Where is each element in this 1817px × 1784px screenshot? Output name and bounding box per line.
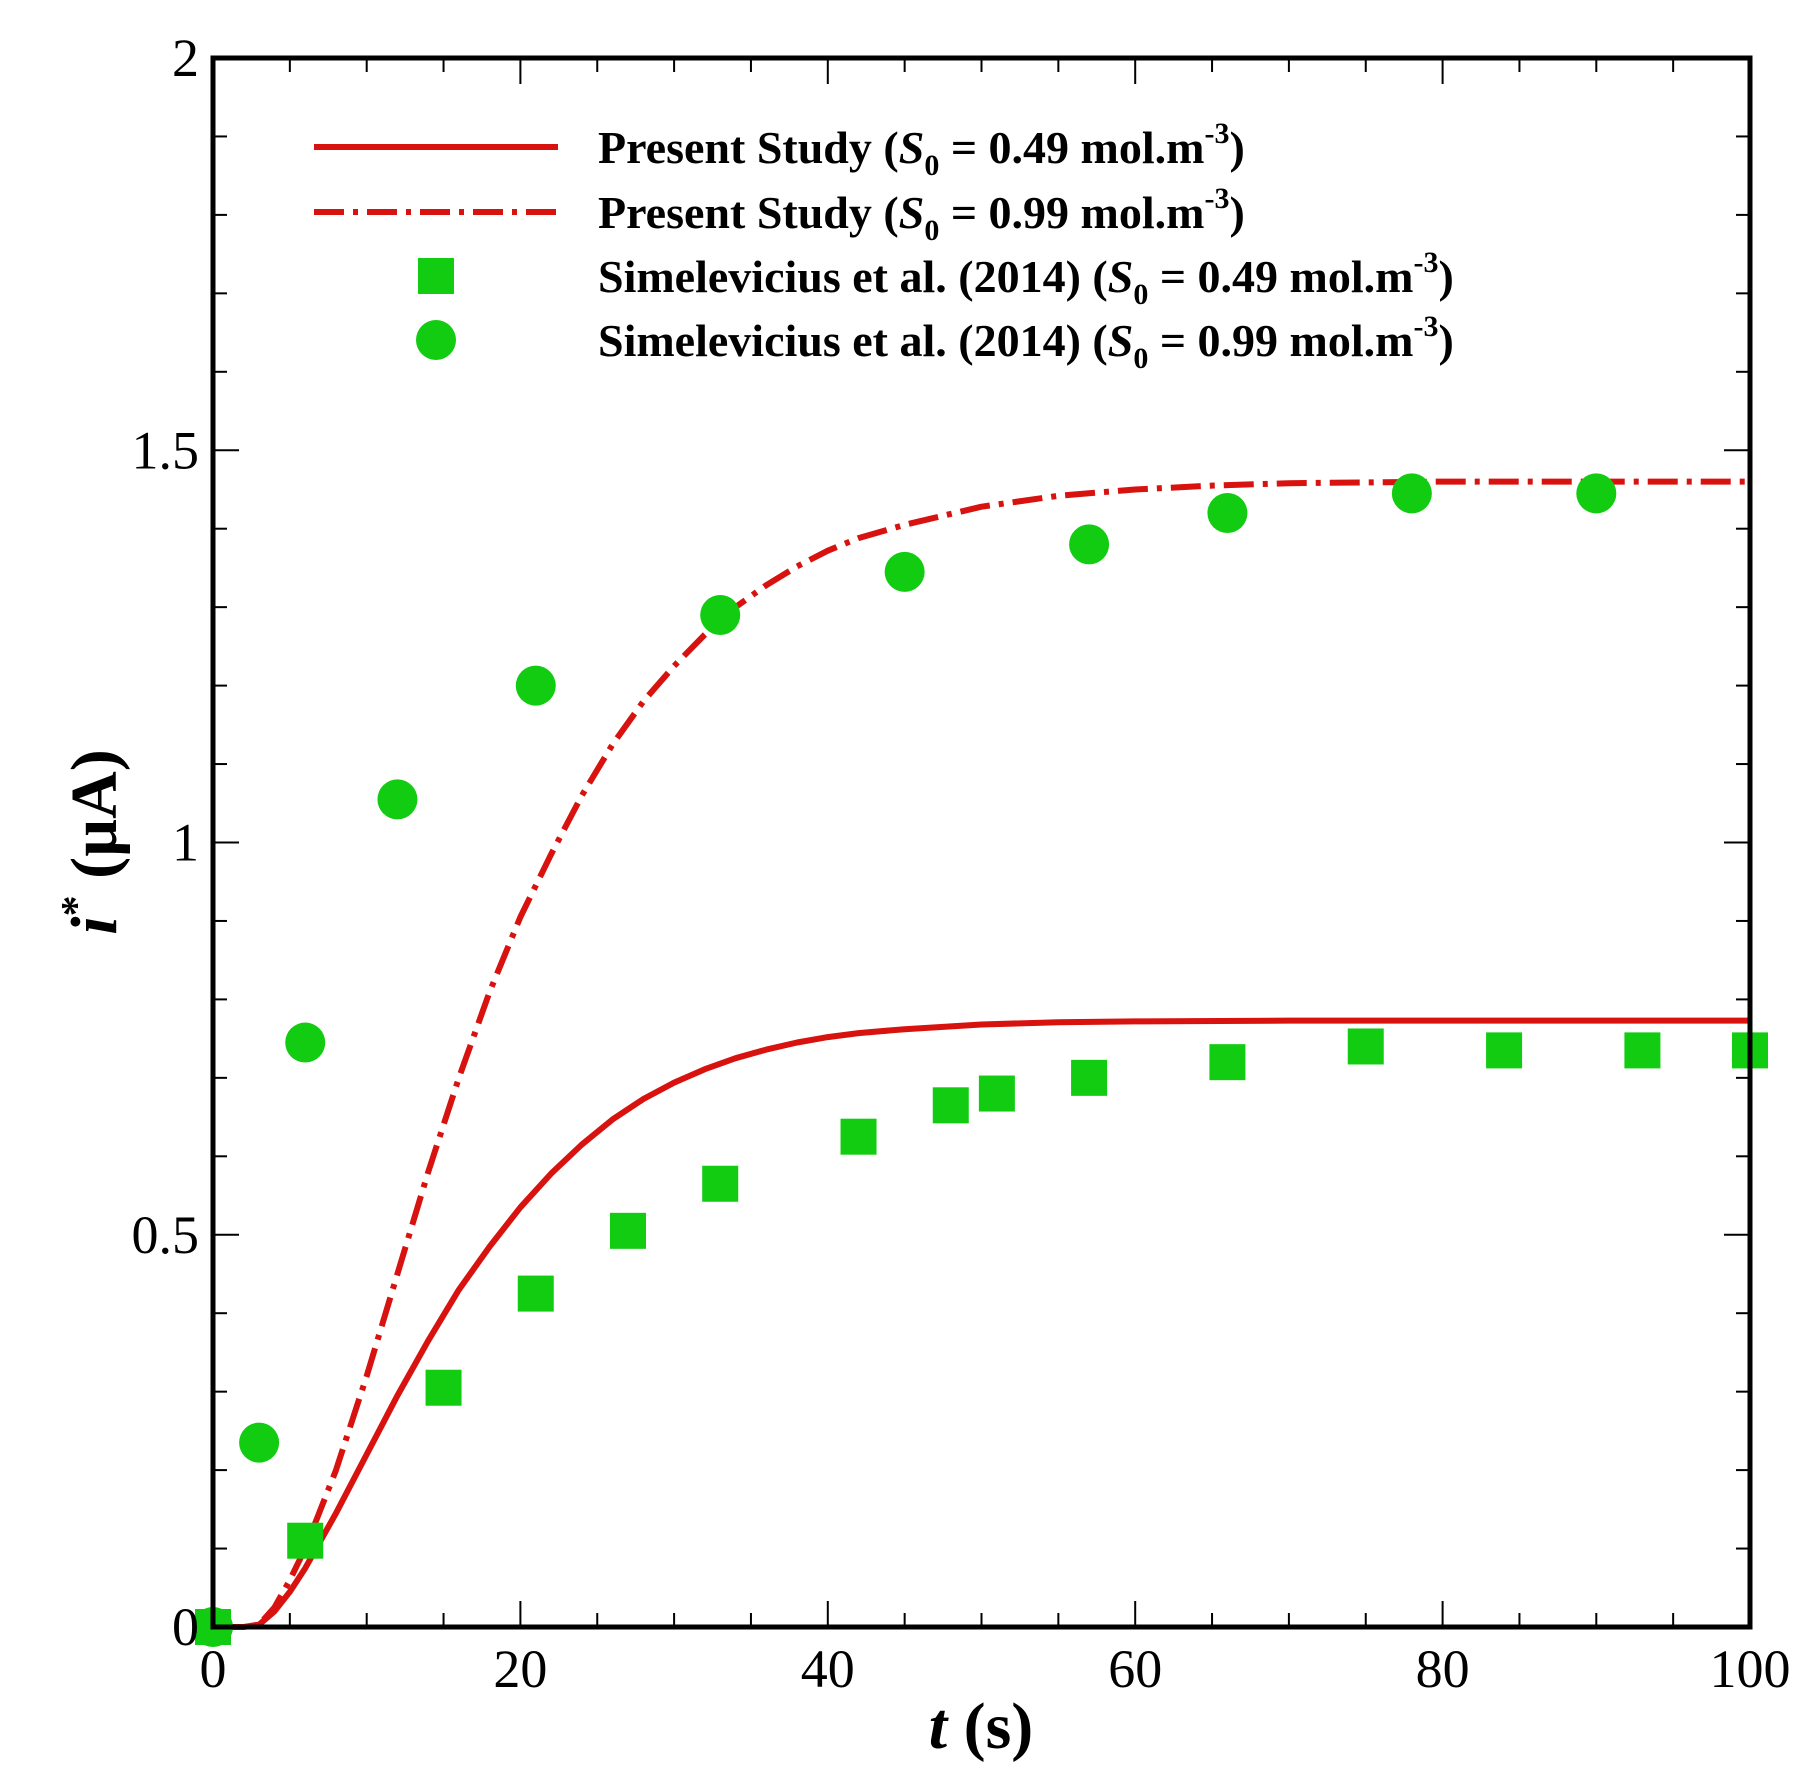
series-line-0 [213, 1017, 1750, 1630]
data-point-circle [1069, 524, 1110, 565]
y-tick-label: 0 [172, 1597, 199, 1657]
y-tick-label: 0.5 [132, 1205, 200, 1265]
data-point-square [287, 1522, 324, 1559]
data-point-circle [377, 779, 418, 820]
data-point-circle [700, 594, 741, 635]
data-point-square [702, 1165, 739, 1202]
legend: Present Study (S0 = 0.49 mol.m-3)Present… [314, 117, 1454, 375]
y-axis-title: i* (µA) [54, 749, 131, 935]
data-point-square [840, 1118, 877, 1155]
x-tick-label: 60 [1108, 1639, 1162, 1699]
x-axis-title: t (s) [929, 1690, 1034, 1763]
legend-label: Simelevicius et al. (2014) (S0 = 0.99 mo… [598, 310, 1454, 375]
tick-labels: 0 20 40 60 80 100 0 0.5 1 1.5 2 [132, 28, 1791, 1699]
legend-entry-3: Simelevicius et al. (2014) (S0 = 0.99 mo… [416, 310, 1454, 375]
data-point-square [1209, 1044, 1246, 1081]
legend-square-marker [418, 258, 454, 294]
legend-entry-0: Present Study (S0 = 0.49 mol.m-3) [314, 117, 1245, 182]
data-point-square [1071, 1059, 1108, 1096]
series-line-1 [213, 478, 1750, 1630]
y-tick-label: 1.5 [132, 420, 200, 480]
data-point-square [425, 1369, 462, 1406]
data-point-square [517, 1275, 554, 1312]
plot-frame [210, 55, 1753, 1630]
legend-label: Present Study (S0 = 0.49 mol.m-3) [598, 117, 1245, 182]
data-point-circle [884, 551, 925, 592]
legend-label: Present Study (S0 = 0.99 mol.m-3) [598, 182, 1245, 247]
x-tick-label: 80 [1416, 1639, 1470, 1699]
legend-label: Simelevicius et al. (2014) (S0 = 0.49 mo… [598, 246, 1454, 311]
data-point-square [609, 1212, 646, 1249]
data-point-circle [1391, 473, 1432, 514]
legend-entry-2: Simelevicius et al. (2014) (S0 = 0.49 mo… [418, 246, 1454, 311]
data-point-circle [1576, 473, 1617, 514]
x-tick-label: 100 [1710, 1639, 1791, 1699]
legend-entry-1: Present Study (S0 = 0.99 mol.m-3) [314, 182, 1245, 247]
data-point-square [932, 1087, 969, 1124]
x-tick-label: 20 [493, 1639, 547, 1699]
y-tick-label: 1 [172, 813, 199, 873]
data-point-circle [1207, 493, 1248, 534]
data-point-square [1624, 1032, 1661, 1069]
x-tick-label: 40 [801, 1639, 855, 1699]
data-point-circle [285, 1022, 326, 1063]
legend-circle-marker [416, 320, 456, 360]
y-tick-label: 2 [172, 28, 199, 88]
data-point-square [1486, 1032, 1523, 1069]
plot-area [193, 473, 1768, 1647]
data-point-circle [515, 665, 556, 706]
data-point-square [978, 1075, 1015, 1112]
data-point-square [1347, 1028, 1384, 1065]
x-tick-label: 0 [200, 1639, 227, 1699]
data-point-circle [239, 1422, 280, 1463]
